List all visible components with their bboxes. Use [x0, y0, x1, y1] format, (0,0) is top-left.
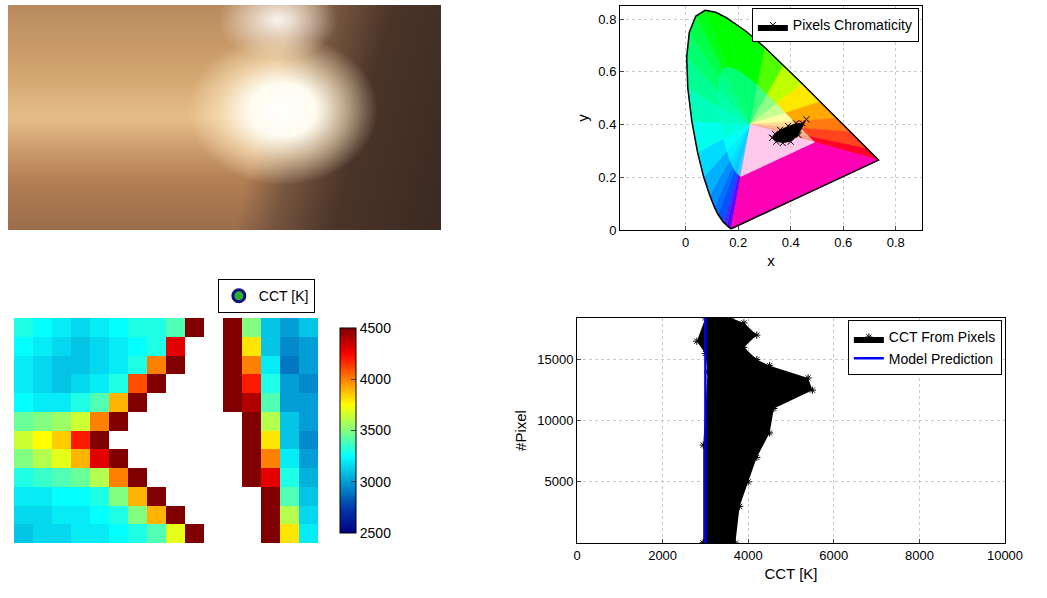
svg-text:CCT From Pixels: CCT From Pixels: [889, 329, 995, 345]
svg-text:CCT [K]: CCT [K]: [259, 288, 309, 304]
svg-text:Model Prediction: Model Prediction: [889, 351, 993, 367]
svg-text:CCT [K]: CCT [K]: [764, 565, 817, 582]
svg-text:0.6: 0.6: [834, 235, 852, 250]
svg-text:3500: 3500: [360, 422, 391, 438]
svg-text:0.8: 0.8: [887, 235, 905, 250]
svg-text:y: y: [574, 114, 591, 122]
svg-text:0.4: 0.4: [782, 235, 800, 250]
svg-text:4000: 4000: [734, 548, 763, 563]
svg-text:3000: 3000: [360, 474, 391, 490]
svg-text:0.2: 0.2: [729, 235, 747, 250]
svg-text:Pixels Chromaticity: Pixels Chromaticity: [793, 17, 912, 33]
svg-text:2500: 2500: [360, 525, 391, 541]
svg-text:2000: 2000: [648, 548, 677, 563]
svg-text:0: 0: [682, 235, 689, 250]
svg-text:0.2: 0.2: [598, 170, 616, 185]
svg-text:0.6: 0.6: [598, 64, 616, 79]
svg-text:10000: 10000: [987, 548, 1023, 563]
svg-text:0.8: 0.8: [598, 12, 616, 27]
svg-text:5000: 5000: [544, 474, 573, 489]
svg-text:10000: 10000: [537, 413, 573, 428]
svg-text:x: x: [767, 252, 775, 269]
svg-text:8000: 8000: [905, 548, 934, 563]
svg-text:6000: 6000: [819, 548, 848, 563]
svg-text:#Pixel: #Pixel: [512, 410, 529, 451]
svg-text:0: 0: [609, 223, 616, 238]
svg-text:0.4: 0.4: [598, 117, 616, 132]
svg-text:4000: 4000: [360, 371, 391, 387]
svg-text:15000: 15000: [537, 352, 573, 367]
svg-text:0: 0: [573, 548, 580, 563]
svg-text:4500: 4500: [360, 320, 391, 336]
